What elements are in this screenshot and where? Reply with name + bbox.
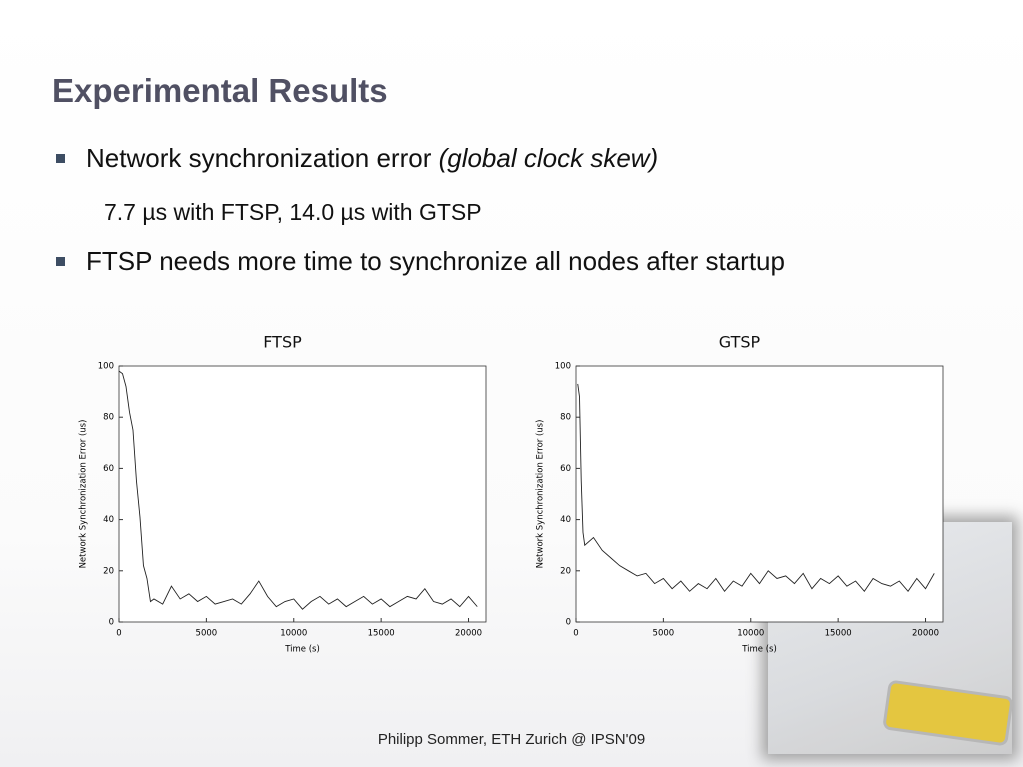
x-tick-label: 20000 — [455, 629, 482, 639]
x-axis-label: Time (s) — [284, 645, 320, 655]
x-tick-label: 10000 — [737, 629, 764, 639]
x-tick-label: 20000 — [912, 629, 939, 639]
bullet-marker — [56, 257, 65, 266]
sub-bullet: 7.7 µs with FTSP, 14.0 µs with GTSP — [104, 199, 482, 225]
y-tick-label: 80 — [103, 413, 114, 423]
x-tick-label: 15000 — [825, 629, 852, 639]
footer: Philipp Sommer, ETH Zurich @ IPSN'09 — [377, 731, 646, 748]
series-line — [118, 370, 478, 610]
x-tick-label: 0 — [573, 629, 578, 639]
y-tick-label: 40 — [560, 515, 571, 525]
y-tick-label: 60 — [103, 464, 114, 474]
x-tick-label: 5000 — [653, 629, 675, 639]
y-tick-label: 80 — [560, 413, 571, 423]
y-tick-label: 60 — [560, 464, 571, 474]
y-tick-label: 0 — [109, 618, 114, 628]
x-axis-label: Time (s) — [741, 645, 777, 655]
x-tick-label: 5000 — [196, 629, 218, 639]
x-tick-label: 15000 — [368, 629, 395, 639]
y-tick-label: 20 — [560, 566, 571, 576]
series-line — [577, 383, 935, 593]
plot-frame — [118, 365, 487, 623]
chart-title: GTSP — [719, 333, 761, 352]
chart-title: FTSP — [263, 333, 302, 352]
bullet: Network synchronization error (global cl… — [86, 143, 658, 174]
plot-frame — [575, 365, 944, 623]
slide-title: Experimental Results — [52, 72, 388, 109]
bullet-marker — [56, 154, 65, 163]
y-axis-label: Network Synchronization Error (us) — [79, 420, 89, 569]
bullet: FTSP needs more time to synchronize all … — [86, 246, 785, 276]
bullet-text: Network synchronization error — [86, 143, 439, 173]
bullet-emphasis: (global clock skew) — [438, 143, 659, 173]
y-axis-label: Network Synchronization Error (us) — [536, 420, 546, 569]
y-tick-label: 40 — [103, 515, 114, 525]
y-tick-label: 100 — [98, 362, 114, 372]
x-tick-label: 10000 — [280, 629, 307, 639]
y-tick-label: 20 — [103, 566, 114, 576]
y-tick-label: 100 — [555, 362, 571, 372]
x-tick-label: 0 — [116, 629, 121, 639]
y-tick-label: 0 — [566, 618, 571, 628]
